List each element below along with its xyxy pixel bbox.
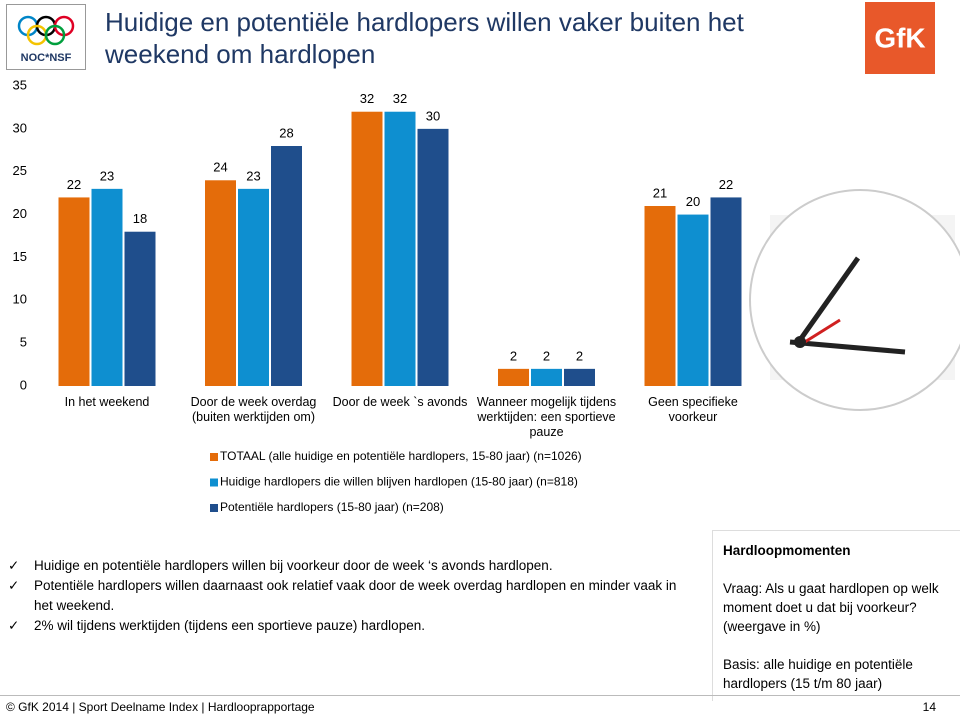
footer-source: © GfK 2014 | Sport Deelname Index | Hard… <box>6 700 315 714</box>
value-label: 28 <box>279 125 293 140</box>
x-tick-label: Door de week `s avonds <box>332 395 468 409</box>
legend-swatch <box>210 504 218 512</box>
bar <box>710 197 742 386</box>
sidebar-base: Basis: alle huidige en potentiële hardlo… <box>723 657 913 691</box>
logo-left-text: NOC*NSF <box>21 52 72 64</box>
page-number: 14 <box>922 700 936 714</box>
bar <box>205 180 236 386</box>
y-tick-label: 25 <box>13 163 27 178</box>
legend-swatch <box>210 478 218 487</box>
title: Huidige en potentiële hardlopers willen … <box>105 7 744 69</box>
y-tick-label: 35 <box>13 77 27 92</box>
legend-label: TOTAAL (alle huidige en potentiële hardl… <box>220 449 582 463</box>
x-tick-label: Geen specifieke voorkeur <box>648 395 738 424</box>
legend-label: Huidige hardlopers die willen blijven ha… <box>220 475 578 489</box>
y-tick-label: 5 <box>20 335 27 350</box>
bar <box>238 188 269 386</box>
bar <box>271 146 302 386</box>
y-tick-label: 10 <box>13 292 27 307</box>
bar <box>564 368 595 386</box>
bar <box>644 206 676 386</box>
clock <box>749 189 960 411</box>
x-tick-label: Wanneer mogelijk tijdens werktijden: een… <box>476 395 617 439</box>
logo-right: GfK <box>865 2 935 74</box>
value-label: 2 <box>543 348 550 363</box>
value-label: 2 <box>576 348 583 363</box>
footer: © GfK 2014 | Sport Deelname Index | Hard… <box>0 695 960 715</box>
value-label: 18 <box>133 211 147 226</box>
x-tick-label: In het weekend <box>64 395 150 409</box>
bar <box>351 111 383 386</box>
bullet: Potentiële hardlopers willen daarnaast o… <box>8 576 688 616</box>
bar <box>91 188 123 386</box>
value-label: 24 <box>213 160 227 175</box>
legend-swatch <box>210 453 218 461</box>
bullet: Huidige en potentiële hardlopers willen … <box>8 556 688 576</box>
value-label: 23 <box>100 168 114 183</box>
y-tick-label: 20 <box>13 206 27 221</box>
bullet: 2% wil tijdens werktijden (tijdens een s… <box>8 616 688 636</box>
logo-right-text: GfK <box>874 22 925 53</box>
sidebar-question: Vraag: Als u gaat hardlopen op welk mome… <box>723 581 939 634</box>
bullet-list: Huidige en potentiële hardlopers willen … <box>8 556 688 636</box>
value-label: 20 <box>686 194 700 209</box>
bar <box>58 197 90 386</box>
logo-left: NOC*NSF <box>6 4 86 70</box>
value-label: 30 <box>426 108 440 123</box>
bar <box>498 368 529 386</box>
value-label: 22 <box>719 177 733 192</box>
value-label: 21 <box>653 185 667 200</box>
value-label: 2 <box>510 348 517 363</box>
sidebar-heading: Hardloopmomenten <box>723 543 851 558</box>
x-tick-label: Door de week overdag (buiten werktijden … <box>190 395 317 424</box>
value-label: 23 <box>246 168 260 183</box>
sidebar: Hardloopmomenten Vraag: Als u gaat hardl… <box>712 530 960 701</box>
bar <box>531 368 562 386</box>
y-tick-label: 30 <box>13 120 27 135</box>
value-label: 32 <box>360 91 374 106</box>
value-label: 32 <box>393 91 407 106</box>
bar <box>384 111 416 386</box>
bar <box>677 214 709 386</box>
bar <box>124 231 156 386</box>
value-label: 22 <box>67 177 81 192</box>
bar <box>417 128 449 386</box>
legend-label: Potentiële hardlopers (15-80 jaar) (n=20… <box>220 500 444 514</box>
y-tick-label: 0 <box>20 377 27 392</box>
y-tick-label: 15 <box>13 249 27 264</box>
